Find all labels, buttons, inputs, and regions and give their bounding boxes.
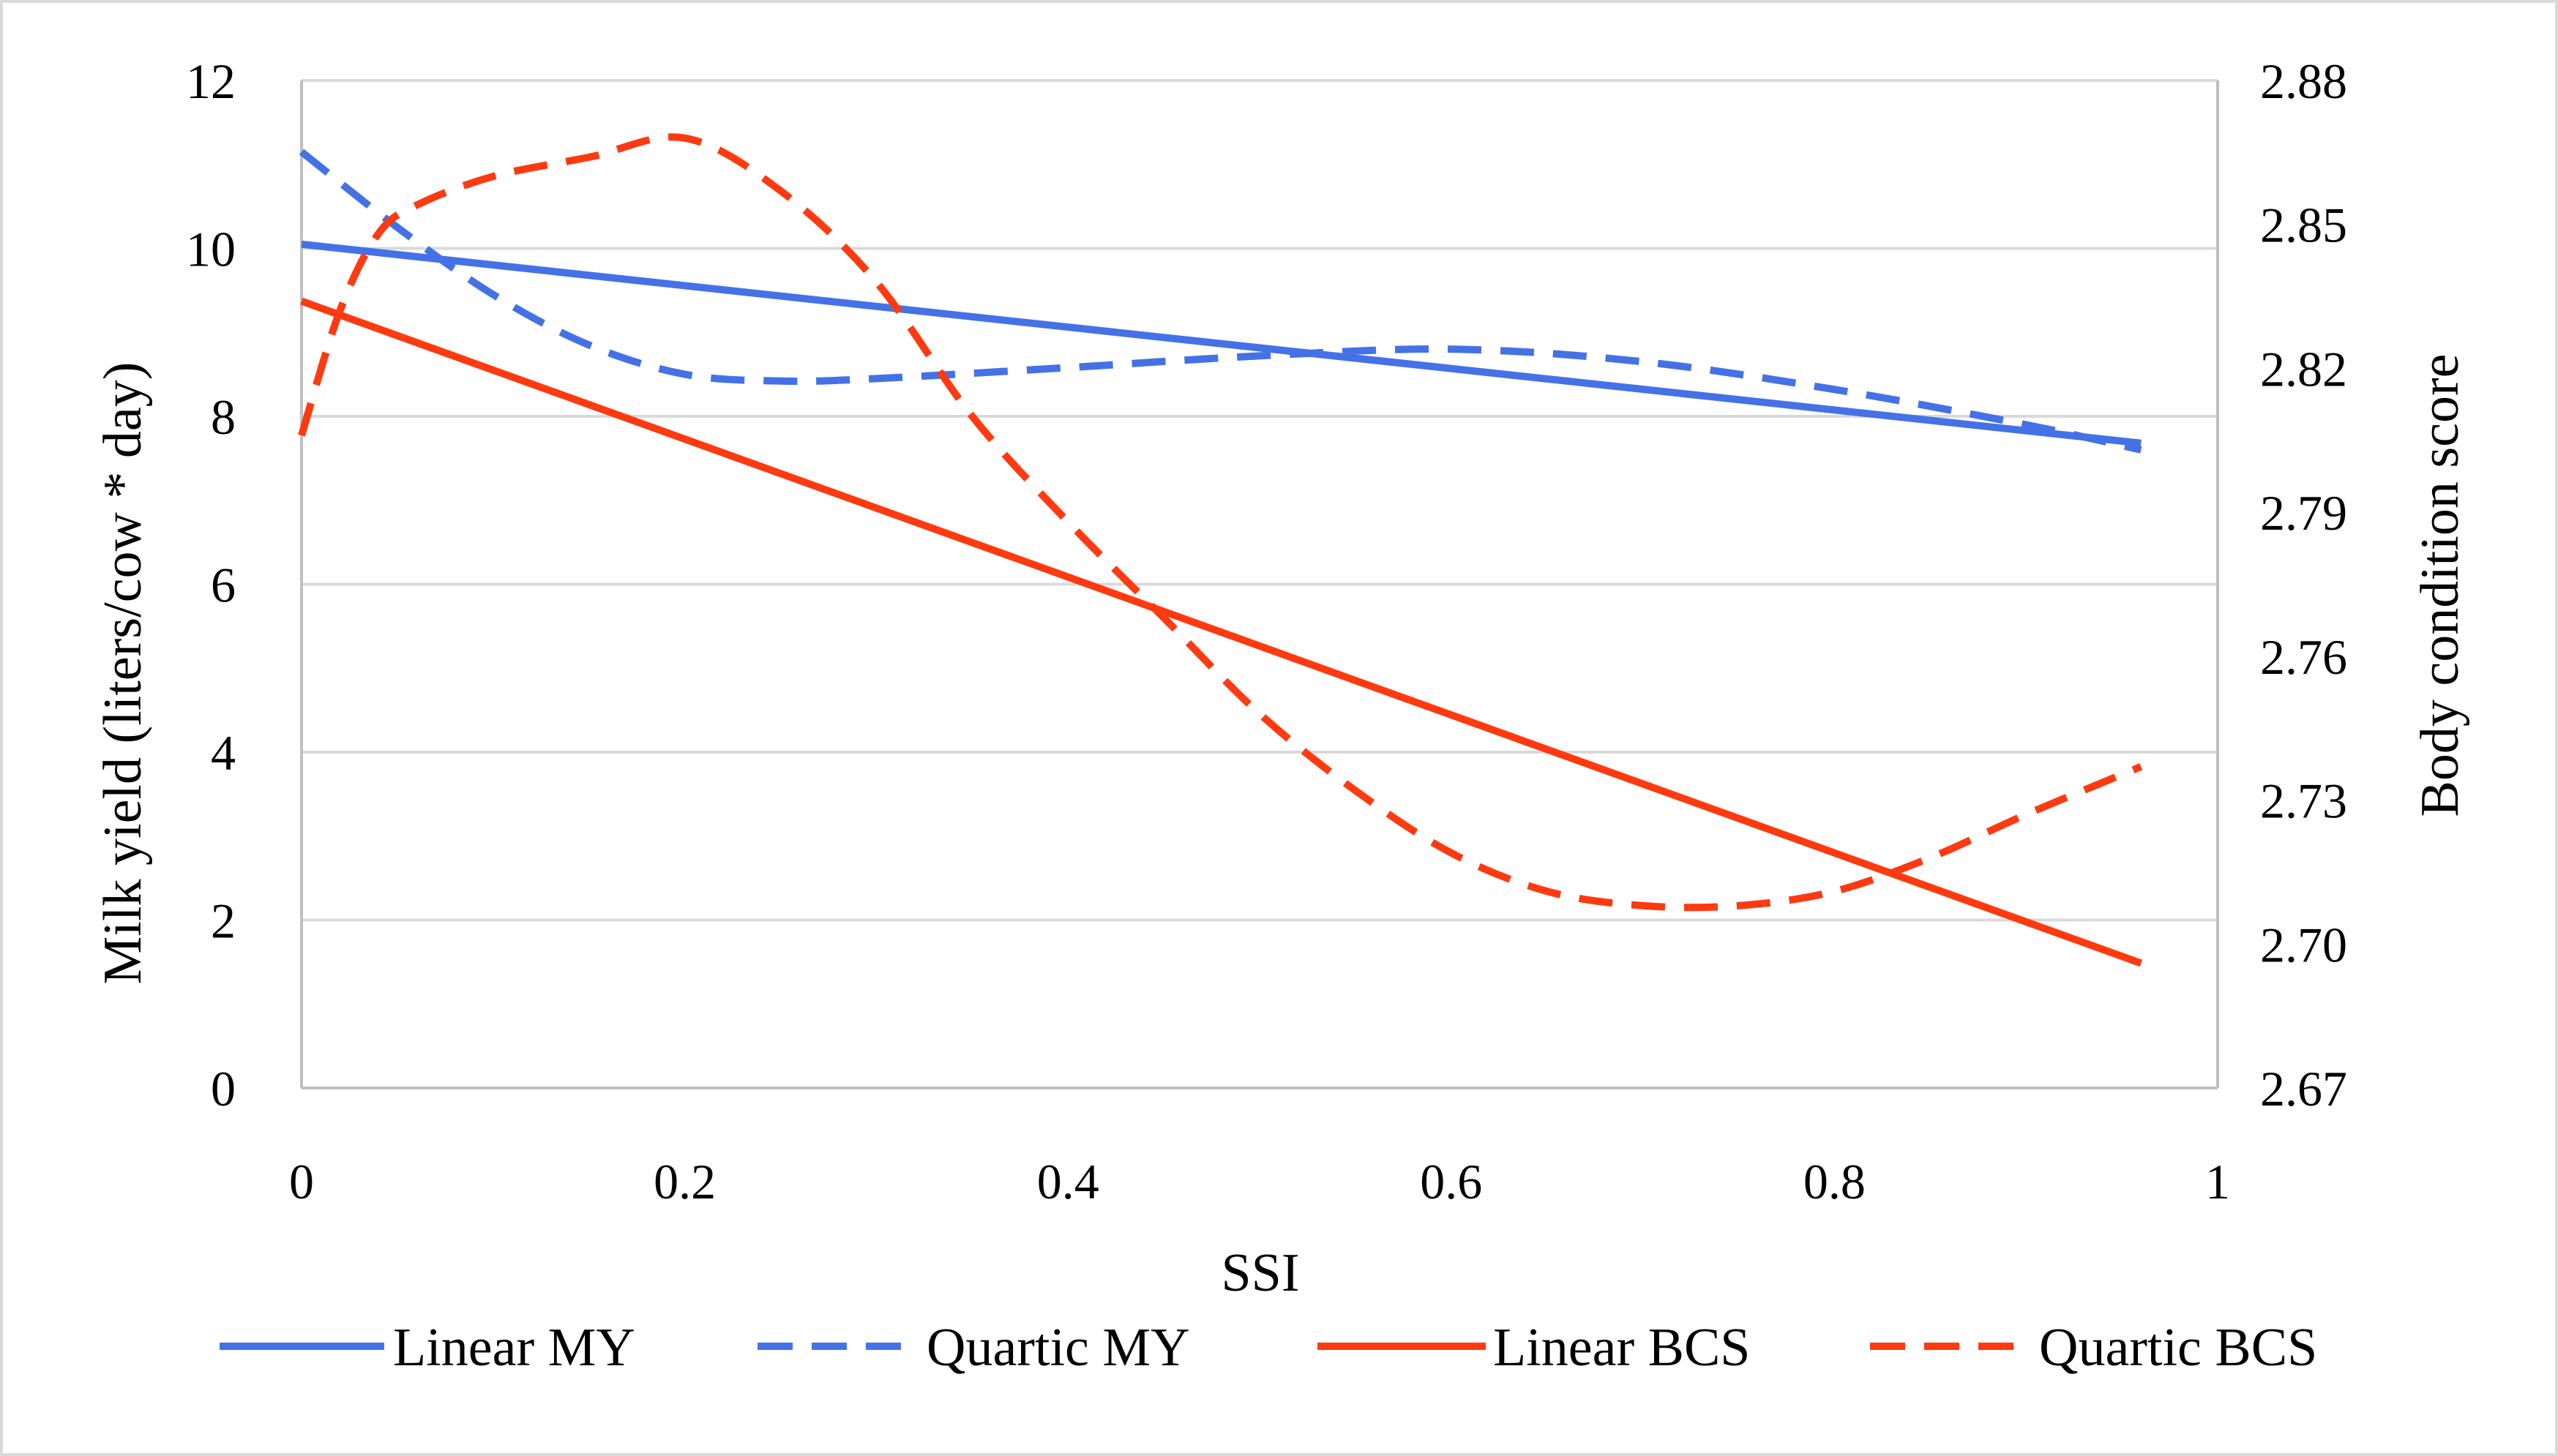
series-line-quartic-bcs — [298, 133, 2143, 912]
y2-tick-label-3: 2.76 — [2260, 629, 2347, 685]
y-tick-label-1: 2 — [211, 893, 236, 949]
y2-tick-label-5: 2.82 — [2260, 341, 2347, 397]
y-tick-label-6: 12 — [186, 53, 236, 109]
y2-tick-label-7: 2.88 — [2260, 53, 2347, 109]
gridlines — [302, 79, 2218, 922]
y-axis-title: Milk yield (liters/cow * day) — [93, 362, 153, 985]
y-tick-label-5: 10 — [186, 222, 236, 277]
y-tick-label-3: 6 — [211, 558, 236, 613]
legend-label-quartic-my: Quartic MY — [927, 1318, 1190, 1378]
y-tick-label-2: 4 — [211, 725, 236, 781]
y2-tick-label-1: 2.70 — [2260, 917, 2347, 972]
legend-label-linear-my: Linear MY — [393, 1318, 635, 1378]
y2-axis-title: Body condition score — [2410, 353, 2470, 817]
x-tick-label-4: 0.8 — [1803, 1154, 1866, 1209]
tick-labels: 0246810122.672.702.732.762.792.822.852.8… — [186, 53, 2347, 1209]
x-tick-label-5: 1 — [2205, 1154, 2230, 1209]
y2-tick-label-6: 2.85 — [2260, 198, 2347, 253]
x-axis-title: SSI — [1222, 1243, 1300, 1303]
x-tick-label-1: 0.2 — [654, 1154, 716, 1209]
y2-tick-label-2: 2.73 — [2260, 773, 2347, 829]
axes — [300, 80, 2219, 1089]
legend: Linear MY Quartic MY Linear BCS Quartic … — [220, 1318, 2317, 1378]
x-tick-label-2: 0.4 — [1037, 1154, 1099, 1209]
y-tick-label-0: 0 — [211, 1061, 236, 1117]
x-tick-label-3: 0.6 — [1420, 1154, 1482, 1209]
y2-tick-label-4: 2.79 — [2260, 485, 2347, 541]
series-line-linear-bcs — [300, 297, 2142, 967]
x-tick-label-0: 0 — [289, 1154, 314, 1209]
series-layer — [298, 133, 2143, 967]
y2-tick-label-0: 2.67 — [2260, 1061, 2347, 1117]
legend-label-quartic-bcs: Quartic BCS — [2039, 1318, 2317, 1378]
legend-label-linear-bcs: Linear BCS — [1493, 1318, 1750, 1378]
series-line-linear-my — [301, 240, 2142, 447]
y-tick-label-4: 8 — [211, 389, 236, 445]
series-line-quartic-my — [299, 149, 2142, 454]
